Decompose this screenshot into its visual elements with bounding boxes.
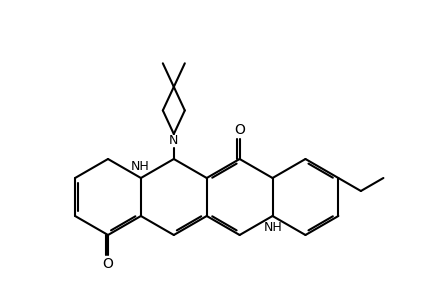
Text: NH: NH	[264, 221, 283, 234]
Text: N: N	[169, 135, 179, 147]
Text: NH: NH	[130, 160, 149, 173]
Text: O: O	[103, 257, 114, 271]
Text: O: O	[234, 123, 245, 137]
